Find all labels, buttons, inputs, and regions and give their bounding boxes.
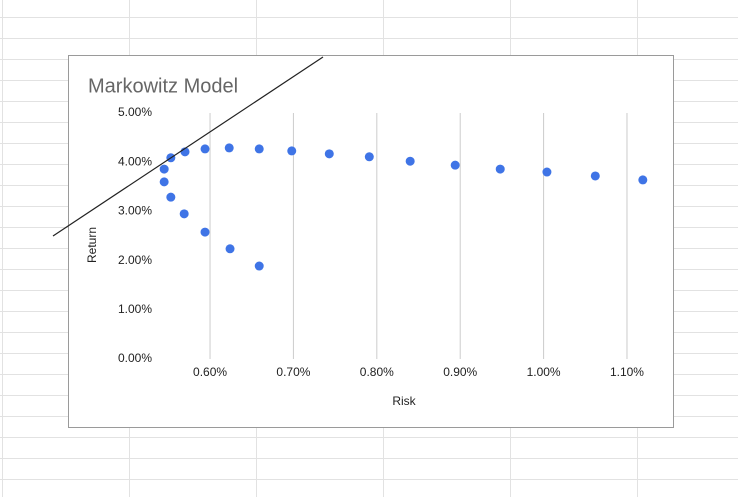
- drawn-line[interactable]: [52, 56, 324, 237]
- y-tick-label: 5.00%: [118, 105, 152, 119]
- point: [405, 156, 415, 166]
- point: [542, 167, 552, 177]
- x-tick-label: 0.80%: [360, 365, 394, 379]
- point: [224, 143, 234, 153]
- y-tick-label: 1.00%: [118, 302, 152, 316]
- x-tick-label: 0.90%: [443, 365, 477, 379]
- point: [450, 160, 460, 170]
- point: [638, 175, 648, 185]
- x-tick-label: 1.00%: [527, 365, 561, 379]
- x-tick-label: 0.70%: [276, 365, 310, 379]
- point: [159, 177, 169, 187]
- point: [254, 144, 264, 154]
- point: [159, 164, 169, 174]
- y-tick-label: 2.00%: [118, 253, 152, 267]
- y-axis-label: Return: [85, 227, 99, 263]
- point: [200, 227, 210, 237]
- x-axis-label: Risk: [392, 394, 416, 408]
- chart-title: Markowitz Model: [88, 75, 238, 97]
- point: [200, 144, 210, 154]
- y-tick-label: 3.00%: [118, 204, 152, 218]
- plot-area: 0.00% 1.00% 2.00% 3.00% 4.00% 5.00% 0.60% 0.70%…: [118, 105, 648, 379]
- point: [179, 209, 189, 219]
- point: [225, 244, 235, 254]
- point: [364, 152, 374, 162]
- point: [287, 146, 297, 156]
- point: [495, 164, 505, 174]
- y-tick-label: 4.00%: [118, 154, 152, 168]
- chart-frame: [68, 55, 674, 428]
- y-tick-label: 0.00%: [118, 351, 152, 365]
- point: [166, 192, 176, 202]
- point: [590, 171, 600, 181]
- point: [254, 261, 264, 271]
- point: [324, 149, 334, 159]
- x-tick-label: 0.60%: [193, 365, 227, 379]
- x-tick-label: 1.10%: [610, 365, 644, 379]
